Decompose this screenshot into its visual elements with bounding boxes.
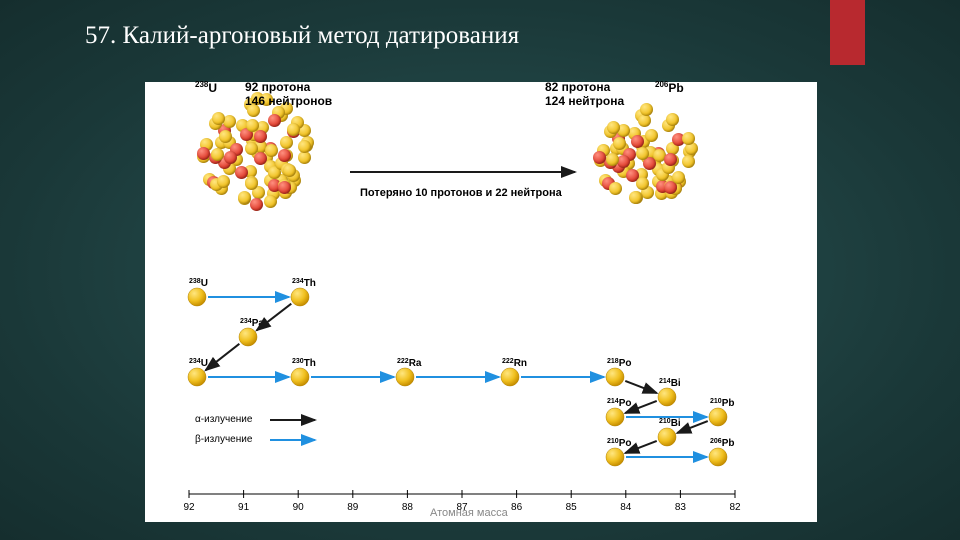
u238-protons-label: 92 протона (245, 80, 310, 94)
decay-diagram: 238U 92 протона 146 нейтронов 82 протона… (145, 82, 817, 522)
svg-text:218Po: 218Po (607, 358, 631, 369)
svg-text:214Bi: 214Bi (659, 378, 681, 389)
svg-text:89: 89 (347, 502, 359, 513)
svg-text:83: 83 (675, 502, 687, 513)
accent-tab (830, 0, 865, 65)
svg-text:88: 88 (402, 502, 414, 513)
u238-neutrons-label: 146 нейтронов (245, 94, 332, 108)
legend-beta-label: β-излучение (195, 434, 252, 445)
svg-text:214Po: 214Po (607, 398, 631, 409)
svg-text:222Ra: 222Ra (397, 358, 422, 369)
svg-text:222Rn: 222Rn (502, 358, 527, 369)
pb206-neutrons-label: 124 нейтрона (545, 94, 624, 108)
svg-text:234U: 234U (189, 358, 208, 369)
axis-title: Атомная масса (430, 507, 508, 519)
svg-text:92: 92 (183, 502, 195, 513)
svg-text:85: 85 (566, 502, 578, 513)
svg-text:82: 82 (729, 502, 741, 513)
svg-text:210Po: 210Po (607, 438, 631, 449)
svg-text:238U: 238U (189, 278, 208, 289)
pb206-protons-label: 82 протона (545, 80, 610, 94)
svg-text:90: 90 (293, 502, 305, 513)
svg-text:84: 84 (620, 502, 632, 513)
legend-alpha-label: α-излучение (195, 414, 252, 425)
slide-title: 57. Калий-аргоновый метод датирования (85, 22, 519, 50)
pb206-isotope-label: 206Pb (655, 80, 684, 95)
svg-text:234Th: 234Th (292, 278, 316, 289)
nucleus-lead (590, 102, 700, 212)
svg-text:210Pb: 210Pb (710, 398, 734, 409)
svg-text:206Pb: 206Pb (710, 438, 734, 449)
nucleus-uranium (193, 90, 317, 214)
u238-isotope-label: 238U (195, 80, 217, 95)
svg-text:234Pa: 234Pa (240, 318, 264, 329)
transition-label: Потеряно 10 протонов и 22 нейтрона (360, 187, 562, 199)
svg-text:230Th: 230Th (292, 358, 316, 369)
svg-text:86: 86 (511, 502, 523, 513)
svg-text:210Bi: 210Bi (659, 418, 681, 429)
svg-text:91: 91 (238, 502, 250, 513)
